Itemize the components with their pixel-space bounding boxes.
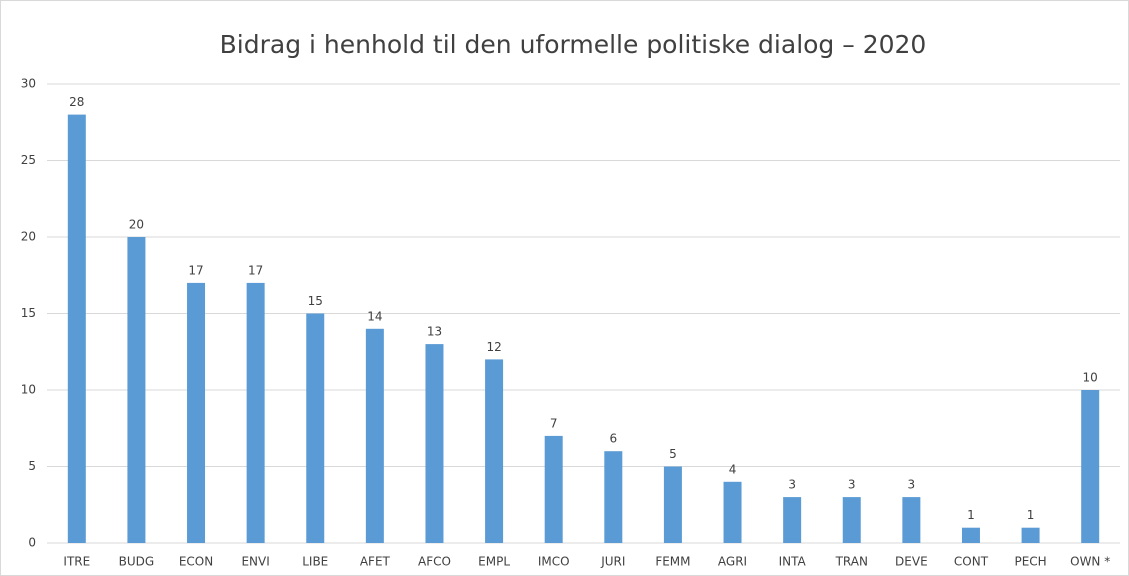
x-tick-label: ECON [179,555,213,569]
bar [425,344,444,543]
data-label: 6 [609,432,617,446]
x-tick-label: OWN * [1070,555,1110,569]
data-label: 20 [129,218,144,232]
data-label: 3 [788,478,796,492]
data-label: 10 [1083,371,1098,385]
bar [604,451,623,543]
x-tick-label: AGRI [718,555,747,569]
y-tick-label: 15 [21,306,36,320]
data-label: 3 [908,478,916,492]
data-label: 17 [188,263,203,277]
bar [783,497,802,543]
data-label: 15 [308,294,323,308]
data-label: 4 [729,462,737,476]
data-label: 17 [248,263,263,277]
data-label: 14 [367,309,382,323]
bar [961,527,980,543]
data-label: 1 [1027,508,1035,522]
bar [902,497,921,543]
x-tick-label: BUDG [119,555,155,569]
data-label: 5 [669,447,677,461]
data-label: 1 [967,508,975,522]
bar [1081,390,1100,543]
x-tick-label: CONT [954,555,989,569]
bar [365,328,384,543]
y-tick-label: 10 [21,383,36,397]
bar [306,313,325,543]
x-tick-label: EMPL [478,555,510,569]
y-tick-label: 0 [28,536,36,550]
chart-title: Bidrag i henhold til den uformelle polit… [220,30,927,59]
x-tick-label: JURI [600,555,625,569]
x-tick-label: AFCO [418,555,451,569]
bar [544,435,563,543]
data-label: 3 [848,478,856,492]
data-label: 13 [427,325,442,339]
bar [663,466,682,543]
y-tick-label: 30 [21,77,36,91]
bar [485,359,504,543]
data-label: 28 [69,95,84,109]
x-tick-label: INTA [779,555,807,569]
data-label: 12 [486,340,501,354]
y-tick-label: 20 [21,230,36,244]
x-tick-label: LIBE [302,555,328,569]
x-tick-label: IMCO [538,555,570,569]
x-tick-label: DEVE [895,555,928,569]
bar [1021,527,1040,543]
y-tick-label: 25 [21,153,36,167]
x-tick-label: TRAN [835,555,868,569]
data-label: 7 [550,416,558,430]
bar [127,237,146,543]
x-tick-label: PECH [1014,555,1046,569]
x-tick-label: ENVI [241,555,269,569]
x-tick-label: ITRE [63,555,90,569]
y-tick-label: 5 [28,459,36,473]
bar [723,481,742,543]
x-tick-label: AFET [360,555,391,569]
bar [842,497,861,543]
bar [187,282,206,543]
x-tick-label: FEMM [655,555,690,569]
bar [246,282,265,543]
bar [67,114,86,543]
